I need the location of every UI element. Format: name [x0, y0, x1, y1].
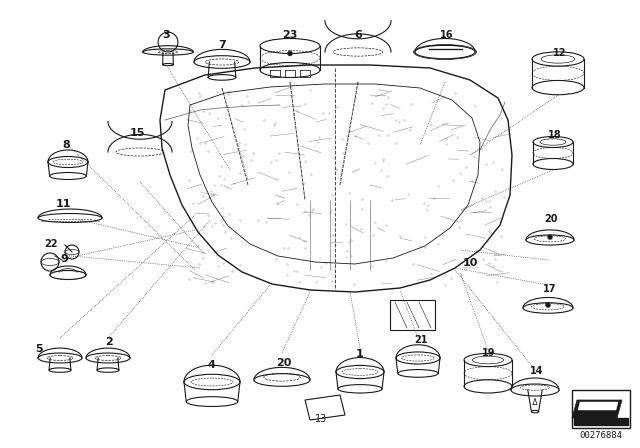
- Text: 1: 1: [356, 349, 364, 359]
- Circle shape: [287, 51, 292, 56]
- Text: 9: 9: [60, 254, 68, 264]
- Text: 6: 6: [354, 30, 362, 40]
- Text: 22: 22: [44, 239, 58, 249]
- Circle shape: [545, 302, 550, 307]
- Polygon shape: [578, 402, 618, 410]
- Text: 16: 16: [440, 30, 454, 40]
- Text: 5: 5: [35, 344, 43, 354]
- Text: 20: 20: [544, 214, 557, 224]
- Text: 3: 3: [162, 30, 170, 40]
- Text: 18: 18: [548, 130, 562, 140]
- Bar: [390, 300, 435, 330]
- Bar: [574, 418, 628, 425]
- Text: 14: 14: [530, 366, 543, 376]
- Text: 21: 21: [414, 335, 428, 345]
- Text: 19: 19: [482, 348, 495, 358]
- Text: 00276884: 00276884: [579, 431, 623, 439]
- Circle shape: [548, 235, 552, 240]
- Text: 15: 15: [130, 128, 145, 138]
- Text: 7: 7: [218, 40, 226, 50]
- Text: 23: 23: [282, 30, 298, 40]
- Text: 13: 13: [315, 414, 327, 424]
- Text: 20: 20: [276, 358, 291, 368]
- Text: 11: 11: [56, 199, 72, 209]
- Polygon shape: [572, 400, 622, 418]
- Text: 8: 8: [62, 140, 70, 150]
- Text: 12: 12: [553, 48, 566, 58]
- Bar: [572, 390, 630, 428]
- Text: 10: 10: [463, 258, 478, 268]
- Text: 17: 17: [543, 284, 557, 294]
- Text: 4: 4: [207, 360, 215, 370]
- Text: 2: 2: [105, 337, 113, 347]
